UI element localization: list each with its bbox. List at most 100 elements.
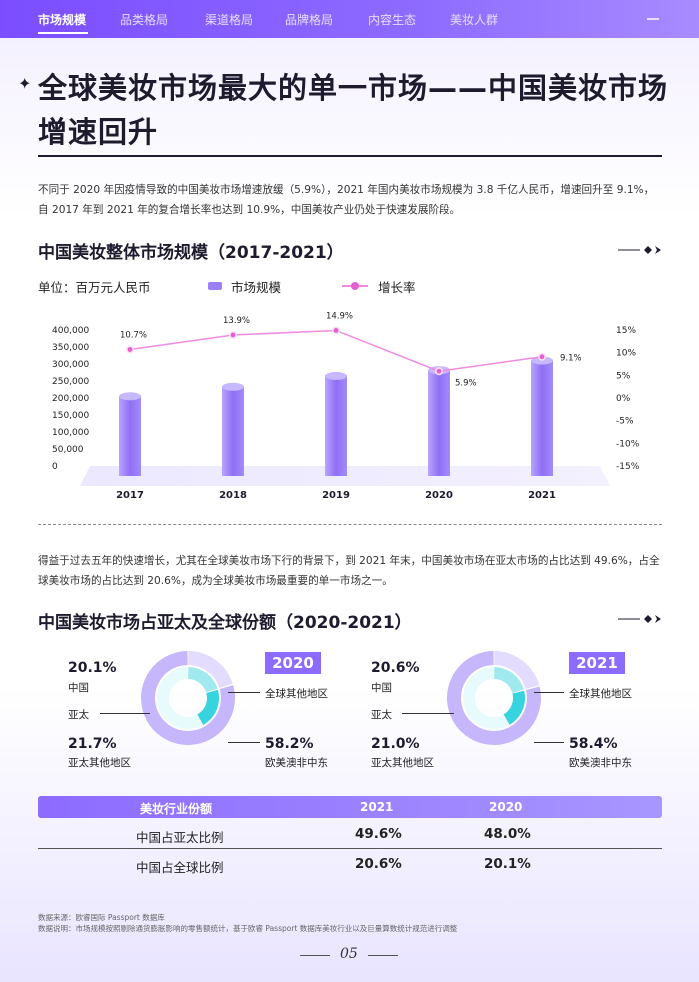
market-size-chart: 400,000 350,000 300,000 250,000 200,000 150,0… [52, 311, 640, 501]
intro-paragraph: 不同于 2020 年因疫情导致的中国美妆市场增速放缓（5.9%），2021 年国… [38, 184, 655, 216]
y-left-tick-label: 100,000 [52, 428, 89, 438]
x-axis-year-label: 2020 [425, 490, 453, 501]
global-other-label-2020: 全球其他地区 [265, 688, 328, 700]
table-header-2020: 2020 [489, 800, 523, 814]
data-source: 数据来源：欧睿国际 Passport 数据库 [38, 913, 165, 922]
table-header-metric: 美妆行业份额 [140, 802, 213, 816]
donut-china-segment [187, 667, 218, 693]
growth-rate-line [129, 329, 543, 373]
y-left-tick-label: 150,000 [52, 411, 89, 421]
year-tag-2021: 2021 [569, 652, 625, 674]
table-header-2021: 2021 [360, 800, 394, 814]
apac-connector-2020 [100, 713, 150, 714]
market-size-bar-cap [222, 382, 244, 391]
y-right-tick-label: 10% [616, 349, 636, 359]
x-axis-year-label: 2018 [219, 490, 247, 501]
global-other-connector-2021 [534, 692, 564, 693]
arrow-sparkle-icon [618, 246, 661, 254]
donut-china-segment [493, 667, 524, 694]
west-share-2020: 58.2% [265, 736, 314, 752]
tab-content[interactable]: 内容生态 [368, 13, 417, 27]
apac-connector-2021 [402, 713, 454, 714]
growth-rate-point [230, 332, 236, 338]
growth-rate-label: 9.1% [560, 354, 582, 364]
y-right-tick-label: -15% [616, 462, 640, 472]
apac-other-share-2020: 21.7% [68, 736, 117, 752]
west-share-2021: 58.4% [569, 736, 618, 752]
tab-channel[interactable]: 渠道格局 [205, 13, 254, 27]
west-connector-2021 [534, 742, 564, 743]
tab-category[interactable]: 品类格局 [120, 13, 169, 27]
market-size-heading: 中国美妆整体市场规模（2017-2021） [38, 243, 344, 263]
china-share-2021: 20.6% [371, 660, 420, 676]
y-right-tick-label: 5% [616, 371, 631, 381]
y-left-tick-label: 200,000 [52, 394, 89, 404]
y-right-tick-label: 15% [616, 326, 636, 336]
y-left-tick-label: 400,000 [52, 326, 89, 336]
apac-other-share-2021: 21.0% [371, 736, 420, 752]
table-cell: 20.1% [484, 856, 531, 872]
china-label-2020: 中国 [68, 682, 89, 694]
year-tag-2020: 2020 [265, 652, 321, 674]
china-share-2020: 20.1% [68, 660, 117, 676]
arrow-sparkle-icon [618, 615, 661, 623]
legend-bar-label: 市场规模 [231, 280, 282, 295]
west-label-2021: 欧美澳非中东 [569, 757, 632, 769]
growth-rate-point [539, 354, 545, 360]
page-line-left [300, 955, 330, 956]
table-cell: 49.6% [355, 826, 402, 842]
china-label-2021: 中国 [371, 682, 392, 694]
growth-rate-point [436, 368, 442, 374]
market-size-bar [531, 360, 553, 476]
market-size-bar [119, 396, 141, 476]
global-other-connector-2020 [228, 692, 260, 693]
share-paragraph: 得益于过去五年的快速增长，尤其在全球美妆市场下行的背景下，到 2021 年末，中… [38, 555, 660, 587]
table-cell: 48.0% [484, 826, 531, 842]
active-tab-indicator [38, 32, 88, 34]
donut-inner-remainder [157, 667, 203, 729]
donut-outer-china-segment [187, 651, 233, 689]
apac-other-label-2020: 亚太其他地区 [68, 757, 131, 769]
share-heading: 中国美妆市场占亚太及全球份额（2020-2021） [38, 613, 412, 633]
table-row-label: 中国占全球比例 [136, 860, 224, 875]
growth-rate-label: 5.9% [455, 378, 477, 388]
y-right-tick-label: 0% [616, 394, 631, 404]
y-left-tick-label: 250,000 [52, 377, 89, 387]
y-left-tick-label: 50,000 [52, 445, 84, 455]
donut-apac-other-segment [503, 690, 525, 725]
page-title: 全球美妆市场最大的单一市场——中国美妆市场增速回升 [38, 71, 669, 149]
title-divider [38, 155, 662, 157]
growth-rate-point [127, 347, 133, 352]
tab-market-size[interactable]: 市场规模 [38, 13, 87, 27]
market-size-bar-cap [119, 392, 141, 401]
growth-rate-label: 14.9% [326, 311, 353, 321]
section-divider [38, 524, 662, 525]
table-row-label: 中国占亚太比例 [136, 830, 224, 845]
donut-outer-ring [447, 651, 541, 745]
table-row-divider [38, 848, 662, 849]
donut-outer-china-segment [493, 651, 540, 690]
x-axis-year-label: 2017 [116, 490, 144, 501]
unit-label: 单位：百万元人民币 [38, 280, 151, 295]
y-left-tick-label: 300,000 [52, 360, 89, 370]
share-donut-2021 [447, 651, 541, 745]
donut-inner-remainder [463, 667, 509, 729]
market-size-bar [428, 370, 450, 476]
y-right-tick-label: -5% [616, 417, 634, 427]
top-nav: 市场规模 品类格局 渠道格局 品牌格局 内容生态 美妆人群 [0, 0, 699, 38]
menu-icon[interactable] [647, 18, 659, 20]
tab-brand[interactable]: 品牌格局 [285, 13, 334, 27]
market-size-bar [325, 375, 347, 476]
y-left-tick-label: 0 [52, 462, 58, 472]
y-right-tick-label: -10% [616, 439, 640, 449]
page-line-right [368, 955, 398, 956]
share-donut-2020 [141, 651, 235, 745]
donut-apac-other-segment [196, 689, 219, 725]
market-size-bar [222, 386, 244, 476]
x-axis-year-label: 2019 [322, 490, 350, 501]
data-note: 数据说明：市场规模按照剔除通货膨胀影响的零售额统计，基于欧睿 Passport … [38, 924, 458, 933]
tab-beauty-users[interactable]: 美妆人群 [450, 13, 499, 27]
share-table-header [38, 796, 662, 818]
table-cell: 20.6% [355, 856, 402, 872]
growth-rate-label: 13.9% [223, 316, 250, 326]
